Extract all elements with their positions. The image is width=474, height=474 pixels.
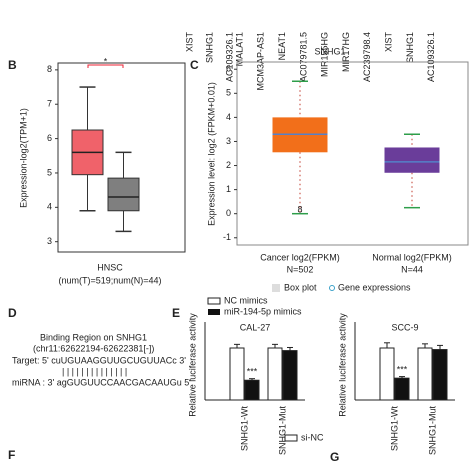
target-seq: Target: 5' cuUGUAAGGUUGCUGUUACc 3' (12, 355, 186, 365)
bar (432, 349, 448, 401)
outlier-label: 8 (297, 204, 302, 214)
y-tick-label: 8 (47, 64, 52, 74)
y-tick-label: 2 (226, 160, 231, 170)
legend-swatch (208, 309, 220, 315)
gene-label: SNHG1 (405, 32, 415, 63)
bar (244, 379, 260, 401)
legend-entry: miR-194-5p mimics (224, 306, 302, 316)
gene-label: AC079781.5 (298, 32, 308, 82)
gene-label: SNHG1 (204, 32, 214, 63)
binding-title: Binding Region on SNHG1 (40, 332, 147, 342)
panel-label: G (330, 450, 339, 464)
legend-swatch (272, 284, 280, 292)
legend-swatch (284, 434, 298, 442)
y-axis-label: Expression-log2(TPM+1) (18, 108, 28, 208)
chart-title: SNHG1 (314, 46, 345, 56)
y-axis-label: Relative luciferase activity (337, 313, 347, 417)
bar (379, 347, 395, 401)
gene-label: XIST (184, 32, 194, 53)
gene-label: AC109326.1 (426, 32, 436, 82)
x-label: HNSC (97, 262, 123, 272)
box (107, 177, 140, 212)
y-tick-label: 7 (47, 99, 52, 109)
gene-label: MIR17HG (341, 32, 351, 72)
legend-swatch (207, 297, 221, 305)
y-tick-label: 5 (226, 88, 231, 98)
panel-label: F (8, 448, 15, 462)
gene-label: XIST (383, 32, 393, 53)
y-tick-label: 4 (226, 112, 231, 122)
gene-label: NEAT1 (277, 32, 287, 60)
gene-label: AC109326.1 (224, 32, 234, 82)
plot-frame (236, 61, 469, 246)
legend-entry: Box plot (284, 282, 317, 292)
x-tick-label: SNHG1-Wt (389, 406, 399, 451)
category-label: Normal log2(FPKM) (372, 252, 452, 262)
y-tick-label: 4 (47, 202, 52, 212)
bar (394, 377, 410, 401)
category-n: N=502 (287, 264, 314, 274)
y-tick-label: 3 (47, 236, 52, 246)
gene-label: MIR155HG (320, 32, 330, 77)
significance: * (104, 56, 108, 66)
y-tick-label: 6 (47, 133, 52, 143)
x-tick-label: SNHG1-Wt (239, 406, 249, 451)
legend-swatch (329, 285, 335, 291)
significance-bracket (87, 64, 124, 68)
box (384, 147, 440, 173)
x-tick-label: SNHG1-Mut (277, 406, 287, 456)
y-tick-label: 6 (226, 64, 231, 74)
bar (267, 347, 283, 401)
y-tick-label: 0 (226, 208, 231, 218)
legend-entry: NC mimics (224, 295, 268, 305)
category-n: N=44 (401, 264, 423, 274)
y-tick-label: 3 (226, 136, 231, 146)
y-axis-label: Expression level: log2 (FPKM+0.01) (206, 82, 216, 226)
panel-label: E (172, 306, 180, 320)
chart-title: SCC-9 (391, 322, 418, 332)
pairing: | | | | | | | | | | | | | | (62, 366, 127, 376)
y-tick-label: -1 (223, 232, 231, 242)
x-sublabel: (num(T)=519;num(N)=44) (58, 275, 161, 285)
y-axis-label: Relative luciferase activity (187, 313, 197, 417)
legend-entry: Gene expressions (338, 282, 411, 292)
bar (282, 350, 298, 401)
significance: *** (397, 365, 408, 375)
mirna-seq: miRNA : 3' agGUGUUCCAACGACAAUGu 5' (12, 377, 191, 387)
legend-entry: si-NC (301, 432, 324, 442)
gene-label: MCM3AP-AS1 (256, 32, 266, 91)
gene-label: AC239798.4 (362, 32, 372, 82)
bar (229, 347, 245, 401)
panel-label: C (190, 58, 199, 72)
y-tick-label: 5 (47, 167, 52, 177)
gene-label: MALAT1 (234, 32, 244, 66)
significance: *** (247, 367, 258, 377)
binding-region: (chr11:62622194-62622381[-]) (33, 343, 154, 353)
panel-label: D (8, 306, 17, 320)
plot-frame (57, 62, 186, 253)
x-tick-label: SNHG1-Mut (427, 406, 437, 456)
bar (417, 347, 433, 401)
chart-title: CAL-27 (240, 322, 271, 332)
panel-label: B (8, 58, 17, 72)
y-tick-label: 1 (226, 184, 231, 194)
category-label: Cancer log2(FPKM) (260, 252, 340, 262)
